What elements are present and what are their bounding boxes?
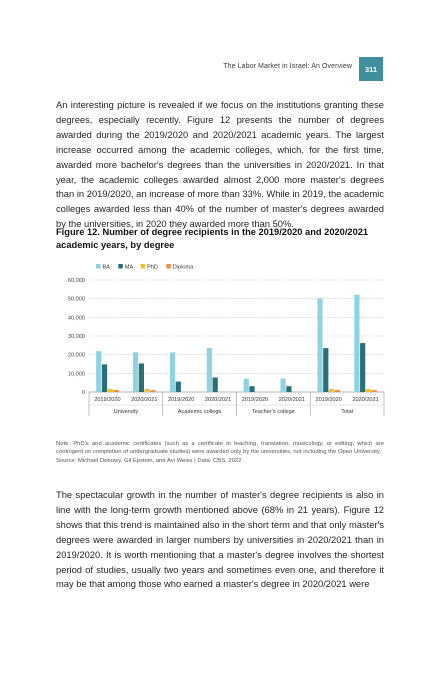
x-tick-label: 2020/2021	[279, 397, 305, 403]
paragraph-intro: An interesting picture is revealed if we…	[56, 100, 384, 230]
running-head-title: The Labor Market in Israel: An Overview	[223, 63, 352, 70]
bar-chart: 0 10,000 20,000 30,000 40,000 50,000 60,000 BA M…	[56, 258, 386, 430]
y-tick-label: 60,000	[68, 278, 85, 284]
x-tick-label: 2020/2021	[352, 397, 378, 403]
legend-swatch	[118, 264, 123, 269]
bar-diploma	[150, 390, 156, 392]
y-tick-label: 0	[82, 390, 85, 396]
bar-diploma	[371, 390, 377, 392]
x-tick-label: 2019/2020	[315, 397, 341, 403]
bar-ba	[243, 378, 249, 392]
y-tick-label: 40,000	[68, 315, 85, 321]
legend-swatch	[96, 264, 101, 269]
group-label: University	[114, 409, 139, 415]
bar-ba	[280, 378, 286, 392]
bar-diploma	[113, 389, 119, 392]
page-number: 311	[359, 57, 383, 81]
bar-phd	[365, 389, 372, 392]
x-tick-label: 2019/2020	[94, 397, 120, 403]
legend-label: BA	[103, 265, 111, 271]
running-head: The Labor Market in Israel: An Overview …	[0, 57, 440, 81]
y-tick-label: 50,000	[68, 297, 85, 303]
legend-label: Diploma	[173, 265, 194, 271]
y-tick-label: 20,000	[68, 353, 85, 359]
group-label: Teacher's college	[252, 409, 295, 415]
group-label: Academic college	[178, 409, 222, 415]
x-tick-label: 2019/2020	[242, 397, 268, 403]
figure-note-block: Note: PhD's and academic certificates (s…	[56, 440, 384, 465]
bar-phd	[107, 389, 113, 392]
figure-title: Figure 12. Number of degree recipients i…	[56, 227, 369, 250]
legend-swatch	[140, 264, 146, 269]
x-tick-label: 2020/2021	[205, 397, 231, 403]
bar-ma	[249, 386, 255, 392]
x-tick-label: 2020/2021	[131, 397, 157, 403]
bar-chart-svg: 0 10,000 20,000 30,000 40,000 50,000 60,000 BA M…	[68, 264, 385, 416]
figure-source: Source: Michael Debowy, Gil Epstein, and…	[56, 457, 242, 464]
bar-diploma	[334, 389, 340, 392]
bar-phd	[328, 389, 335, 392]
bar-ma	[101, 364, 108, 392]
bar-ba	[317, 298, 323, 392]
bar-ba	[169, 352, 176, 392]
legend-swatch	[166, 264, 171, 269]
figure-note: Note: PhD's and academic certificates (s…	[56, 441, 384, 456]
bar-ma	[286, 386, 292, 392]
bar-ma	[175, 381, 181, 392]
bar-ma	[323, 348, 329, 392]
x-tick-label: 2019/2020	[168, 397, 194, 403]
bar-ba	[133, 352, 139, 392]
bar-ba	[206, 347, 212, 392]
y-tick-label: 10,000	[68, 371, 85, 377]
paragraph-followup: The spectacular growth in the number of …	[56, 490, 384, 590]
bar-ba	[96, 351, 102, 392]
group-label: Total	[341, 409, 353, 415]
bar-ma	[360, 343, 366, 392]
bar-phd	[144, 389, 150, 392]
bar-ba	[354, 294, 360, 392]
legend-label: PhD	[147, 265, 158, 271]
bar-ma	[138, 363, 145, 392]
bar-ma	[212, 377, 218, 392]
legend-label: MA	[125, 265, 134, 271]
y-tick-label: 30,000	[68, 334, 85, 340]
